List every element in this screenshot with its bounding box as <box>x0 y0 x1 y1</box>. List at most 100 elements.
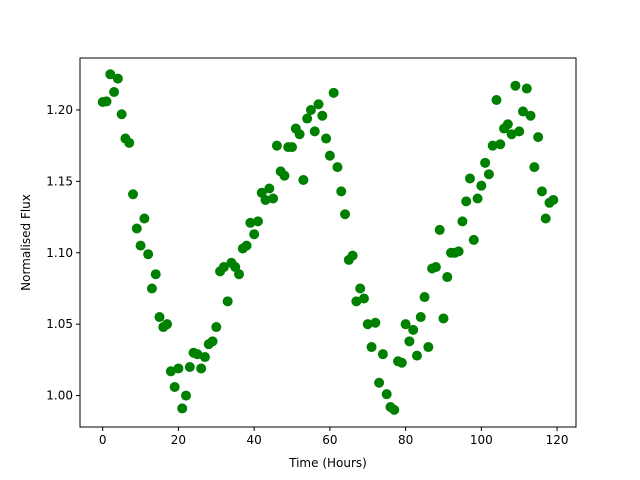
data-point <box>411 350 422 361</box>
data-point <box>533 132 544 143</box>
data-point <box>199 352 210 363</box>
data-point <box>264 183 275 194</box>
data-point <box>317 110 328 121</box>
data-point <box>389 404 400 415</box>
data-point <box>483 169 494 180</box>
data-point <box>438 313 449 324</box>
data-point <box>128 189 139 200</box>
data-point <box>377 349 388 360</box>
data-point <box>173 363 184 374</box>
data-point <box>347 250 358 261</box>
x-tick-label: 80 <box>398 433 413 447</box>
data-point <box>298 174 309 185</box>
x-tick-label: 120 <box>546 433 569 447</box>
y-tick-label: 1.05 <box>46 317 73 331</box>
data-point <box>302 113 313 124</box>
data-point <box>423 342 434 353</box>
y-tick-label: 1.15 <box>46 174 73 188</box>
data-point <box>514 126 525 137</box>
data-point <box>252 216 263 227</box>
data-point <box>181 390 192 401</box>
data-point <box>271 140 282 151</box>
data-point <box>453 246 464 257</box>
data-point <box>536 186 547 197</box>
data-point <box>241 240 252 251</box>
data-point <box>525 110 536 121</box>
data-point <box>480 157 491 168</box>
data-point <box>260 194 271 205</box>
data-point <box>184 362 195 373</box>
data-point <box>457 216 468 227</box>
data-point <box>321 133 332 144</box>
x-tick-label: 20 <box>171 433 186 447</box>
data-point <box>143 249 154 260</box>
y-axis-label: Normalised Flux <box>19 194 33 291</box>
data-point <box>548 194 559 205</box>
data-point <box>169 382 180 393</box>
data-point <box>328 87 339 98</box>
data-point <box>218 262 229 273</box>
data-point <box>131 223 142 234</box>
data-point <box>487 140 498 151</box>
data-point <box>124 137 135 148</box>
data-point <box>540 213 551 224</box>
data-point <box>162 319 173 330</box>
data-point <box>207 336 218 347</box>
axes-frame <box>79 57 577 428</box>
data-point <box>287 142 298 153</box>
data-point <box>374 377 385 388</box>
plot-area <box>80 58 576 427</box>
data-point <box>366 342 377 353</box>
data-point <box>309 126 320 137</box>
data-point <box>313 99 324 110</box>
data-point <box>245 217 256 228</box>
data-point <box>408 324 419 335</box>
data-point <box>101 96 112 107</box>
data-point <box>370 317 381 328</box>
data-point <box>109 86 120 97</box>
data-point <box>150 269 161 280</box>
y-tick-label: 1.10 <box>46 246 73 260</box>
data-point <box>415 312 426 323</box>
data-point <box>112 73 123 84</box>
x-tick-label: 40 <box>247 433 262 447</box>
data-point <box>396 357 407 368</box>
x-tick-label: 60 <box>322 433 337 447</box>
data-point <box>294 129 305 140</box>
data-point <box>336 186 347 197</box>
data-point <box>472 193 483 204</box>
data-point <box>362 319 373 330</box>
data-point <box>177 403 188 414</box>
data-point <box>340 209 351 220</box>
data-point <box>506 129 517 140</box>
data-point <box>135 240 146 251</box>
data-point <box>105 69 116 80</box>
data-point <box>521 83 532 94</box>
data-point <box>196 363 207 374</box>
data-point <box>358 293 369 304</box>
data-point <box>434 224 445 235</box>
data-point <box>165 366 176 377</box>
data-point <box>154 312 165 323</box>
data-point <box>517 106 528 117</box>
data-point <box>404 336 415 347</box>
data-point <box>381 389 392 400</box>
data-point <box>234 269 245 280</box>
y-tick-label: 1.00 <box>46 389 73 403</box>
x-axis-label: Time (Hours) <box>288 456 367 470</box>
data-point <box>211 322 222 333</box>
data-point <box>355 283 366 294</box>
data-point <box>305 104 316 115</box>
data-point <box>222 296 233 307</box>
data-point <box>510 80 521 91</box>
x-tick-label: 0 <box>99 433 107 447</box>
data-point <box>324 150 335 161</box>
data-point <box>268 193 279 204</box>
y-tick-label: 1.20 <box>46 103 73 117</box>
data-point <box>419 292 430 303</box>
data-point <box>351 296 362 307</box>
data-point <box>332 162 343 173</box>
data-point <box>495 139 506 150</box>
data-point <box>146 283 157 294</box>
